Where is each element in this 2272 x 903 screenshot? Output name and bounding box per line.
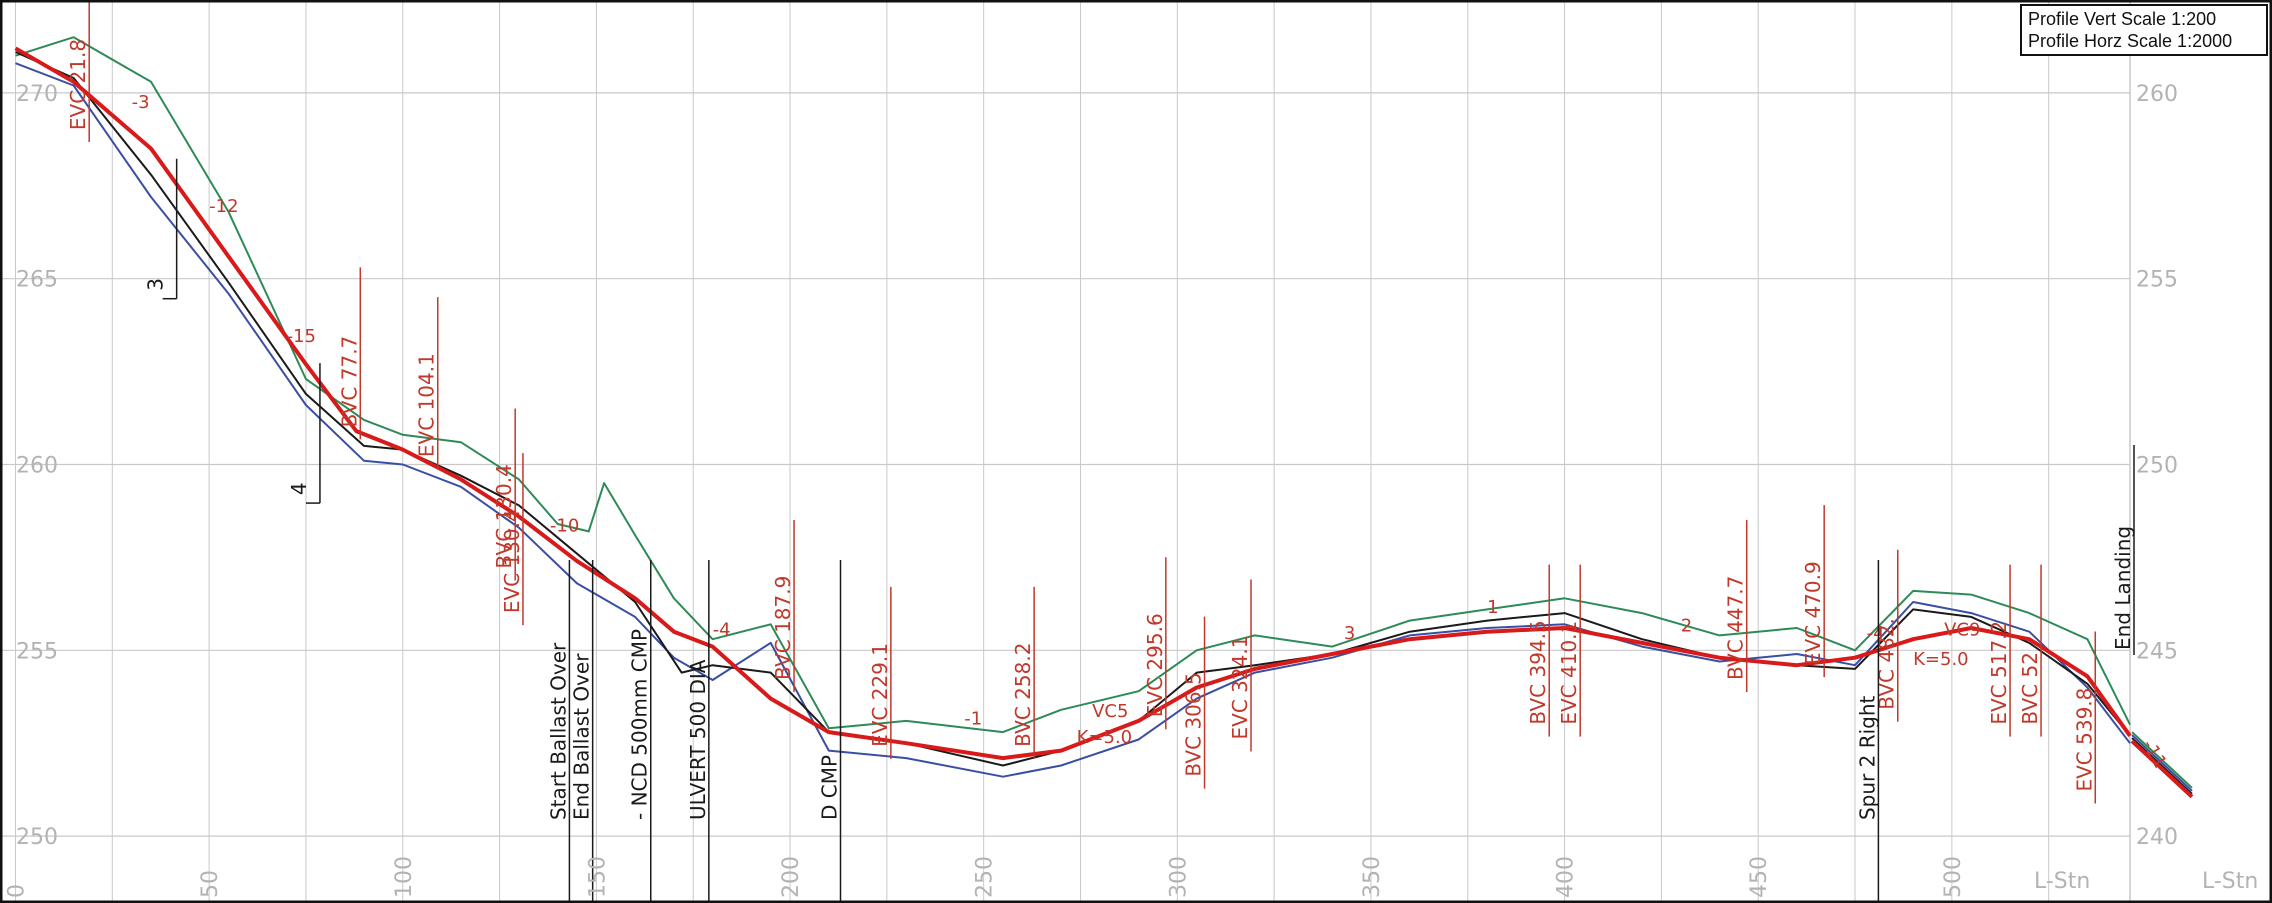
slope-label: -10 bbox=[550, 515, 579, 536]
grade-break-label: 4 bbox=[287, 482, 311, 495]
vc-annotation-label: EVC 21.8 bbox=[66, 39, 90, 130]
x-tick-label: 200 bbox=[779, 856, 804, 898]
vc-annotation-label: EVC 410.1 bbox=[1557, 621, 1581, 725]
vc-annotation-label: BVC 52 bbox=[2018, 652, 2042, 725]
right-profile-segment bbox=[2131, 737, 2193, 795]
x-tick-label: 450 bbox=[1747, 856, 1772, 898]
structure-label: - NCD 500mm CMP bbox=[628, 629, 652, 820]
grade-break-label: 3 bbox=[144, 278, 168, 291]
vc-annotation-label: EVC 324.1 bbox=[1228, 636, 1252, 740]
structure-label: Spur 2 Right bbox=[1855, 695, 1879, 820]
structure-label: End Ballast Over bbox=[570, 653, 594, 820]
slope-label: -15 bbox=[287, 326, 316, 347]
slope-label: K=5.0 bbox=[1077, 727, 1133, 748]
axes: 250 255 260 265 270 240 245 250 255 260 0 50 100 150 2… bbox=[4, 82, 2258, 898]
y-tick-label-right: 255 bbox=[2136, 268, 2178, 293]
vc-annotation-label: BVC 447.7 bbox=[1724, 576, 1748, 680]
y-tick-label: 255 bbox=[16, 639, 58, 664]
vc-annotation-label: EVC 517.2 bbox=[1987, 621, 2011, 725]
structure-label: End Landing bbox=[2111, 526, 2135, 650]
structure-label: D CMP bbox=[818, 755, 842, 820]
slope-label: 3 bbox=[1344, 623, 1355, 644]
vc-annotation-label: EVC 130.4 bbox=[500, 509, 524, 613]
vc-annotation-label: EVC 229.1 bbox=[868, 643, 892, 747]
x-tick-label: 250 bbox=[973, 856, 998, 898]
vc-annotation-label: EVC 470.9 bbox=[1801, 561, 1825, 665]
x-tick-label: 400 bbox=[1554, 856, 1579, 898]
y-tick-label: 260 bbox=[16, 454, 58, 479]
slope-label: -4 bbox=[1867, 623, 1885, 644]
x-tick-label: 500 bbox=[1941, 856, 1966, 898]
slope-label: -1 bbox=[964, 709, 982, 730]
right-profile-segment bbox=[2131, 734, 2193, 792]
scale-legend-box: Profile Vert Scale 1:200 Profile Horz Sc… bbox=[2020, 4, 2268, 56]
vc-annotation-label: BVC 306.5 bbox=[1182, 672, 1206, 776]
grid bbox=[0, 0, 2131, 903]
vc-annotation-label: EVC 104.1 bbox=[415, 353, 439, 457]
x-axis-label: L-Stn bbox=[2034, 869, 2090, 894]
right-profile-segment bbox=[2130, 739, 2194, 799]
structure-label: ULVERT 500 DIA bbox=[686, 659, 710, 820]
x-tick-label: 50 bbox=[198, 870, 223, 898]
y-tick-label: 270 bbox=[16, 82, 58, 107]
slope-label: -3 bbox=[132, 92, 150, 113]
horizontal-scale-label: Profile Horz Scale 1:2000 bbox=[2028, 31, 2233, 51]
vc-annotation-label: EVC 295.6 bbox=[1143, 613, 1167, 717]
vc-annotation-label: BVC 394.5 bbox=[1526, 620, 1550, 724]
slope-label: 1 bbox=[1487, 597, 1498, 618]
x-tick-label: 300 bbox=[1166, 856, 1191, 898]
series-design-grade bbox=[14, 46, 2132, 761]
slope-label: -4 bbox=[713, 619, 731, 640]
y-tick-label-right: 250 bbox=[2136, 454, 2178, 479]
vc-annotation-label: BVC 130.4 bbox=[492, 464, 516, 568]
slope-label: VC9 bbox=[1944, 619, 1980, 640]
slope-label: VC5 bbox=[1092, 701, 1128, 722]
profile-lines bbox=[14, 36, 2194, 799]
series-ground-green bbox=[15, 36, 2131, 734]
slope-label: -12 bbox=[209, 196, 238, 217]
x-tick-label: 100 bbox=[392, 856, 417, 898]
vc-annotation-label: BVC 258.2 bbox=[1011, 643, 1035, 747]
vc-annotation-label: EVC 539.8 bbox=[2072, 688, 2096, 792]
right-profile-segment bbox=[2131, 731, 2193, 789]
x-tick-label: 150 bbox=[585, 856, 610, 898]
series-ground-black bbox=[15, 51, 2131, 767]
x-tick-label: 350 bbox=[1360, 856, 1385, 898]
vc-annotation-label: BVC 187.9 bbox=[771, 576, 795, 680]
slope-label: 2 bbox=[1681, 616, 1692, 637]
vertical-scale-label: Profile Vert Scale 1:200 bbox=[2028, 9, 2217, 29]
structure-label: Start Ballast Over bbox=[546, 642, 570, 820]
vc-annotation-label: BVC 77.7 bbox=[337, 336, 361, 428]
y-tick-label-right: 240 bbox=[2136, 825, 2178, 850]
y-tick-label: 250 bbox=[16, 825, 58, 850]
x-axis-label-right: L-Stn bbox=[2202, 869, 2258, 894]
x-tick-label: 0 bbox=[4, 884, 29, 898]
slope-label: K=5.0 bbox=[1913, 649, 1969, 670]
y-tick-label-right: 245 bbox=[2136, 639, 2178, 664]
y-tick-label: 265 bbox=[16, 268, 58, 293]
y-tick-label-right: 260 bbox=[2136, 82, 2178, 107]
